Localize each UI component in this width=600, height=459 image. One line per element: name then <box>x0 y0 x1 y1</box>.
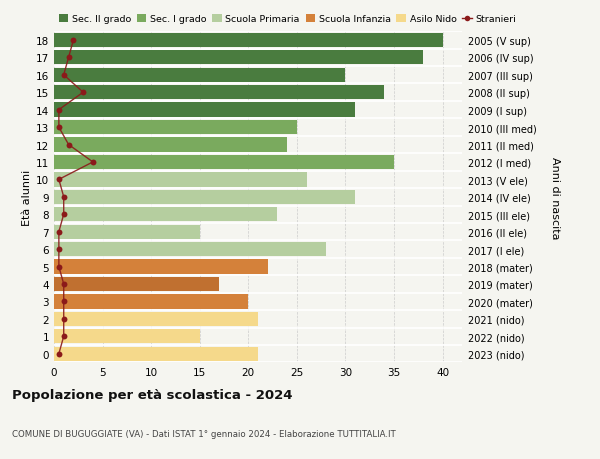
Bar <box>54 190 355 205</box>
Point <box>54 176 64 184</box>
Point <box>79 90 88 97</box>
Y-axis label: Anni di nascita: Anni di nascita <box>550 156 560 239</box>
Bar <box>54 330 200 344</box>
Point <box>54 246 64 253</box>
Bar <box>54 34 443 48</box>
Point <box>68 37 78 45</box>
Bar <box>54 207 277 222</box>
Point <box>59 194 68 201</box>
Point <box>59 315 68 323</box>
Point <box>59 298 68 305</box>
Point <box>88 159 98 166</box>
Point <box>54 107 64 114</box>
Bar <box>54 312 258 326</box>
Bar <box>54 138 287 152</box>
Point <box>64 55 73 62</box>
Point <box>59 333 68 340</box>
Bar <box>54 173 307 187</box>
Bar <box>54 242 326 257</box>
Bar <box>54 121 297 135</box>
Bar <box>54 277 219 291</box>
Point <box>59 280 68 288</box>
Bar <box>54 295 248 309</box>
Bar <box>54 86 384 100</box>
Point <box>54 350 64 358</box>
Y-axis label: Età alunni: Età alunni <box>22 169 32 225</box>
Point <box>59 211 68 218</box>
Bar <box>54 68 346 83</box>
Bar <box>54 347 258 361</box>
Bar <box>54 51 423 65</box>
Text: Popolazione per età scolastica - 2024: Popolazione per età scolastica - 2024 <box>12 388 293 401</box>
Bar <box>54 260 268 274</box>
Text: COMUNE DI BUGUGGIATE (VA) - Dati ISTAT 1° gennaio 2024 - Elaborazione TUTTITALIA: COMUNE DI BUGUGGIATE (VA) - Dati ISTAT 1… <box>12 429 396 438</box>
Bar <box>54 156 394 170</box>
Point <box>59 72 68 79</box>
Legend: Sec. II grado, Sec. I grado, Scuola Primaria, Scuola Infanzia, Asilo Nido, Stran: Sec. II grado, Sec. I grado, Scuola Prim… <box>59 15 516 24</box>
Bar <box>54 103 355 118</box>
Point <box>54 229 64 236</box>
Point <box>54 124 64 131</box>
Bar <box>54 225 200 239</box>
Point <box>54 263 64 271</box>
Point <box>64 141 73 149</box>
